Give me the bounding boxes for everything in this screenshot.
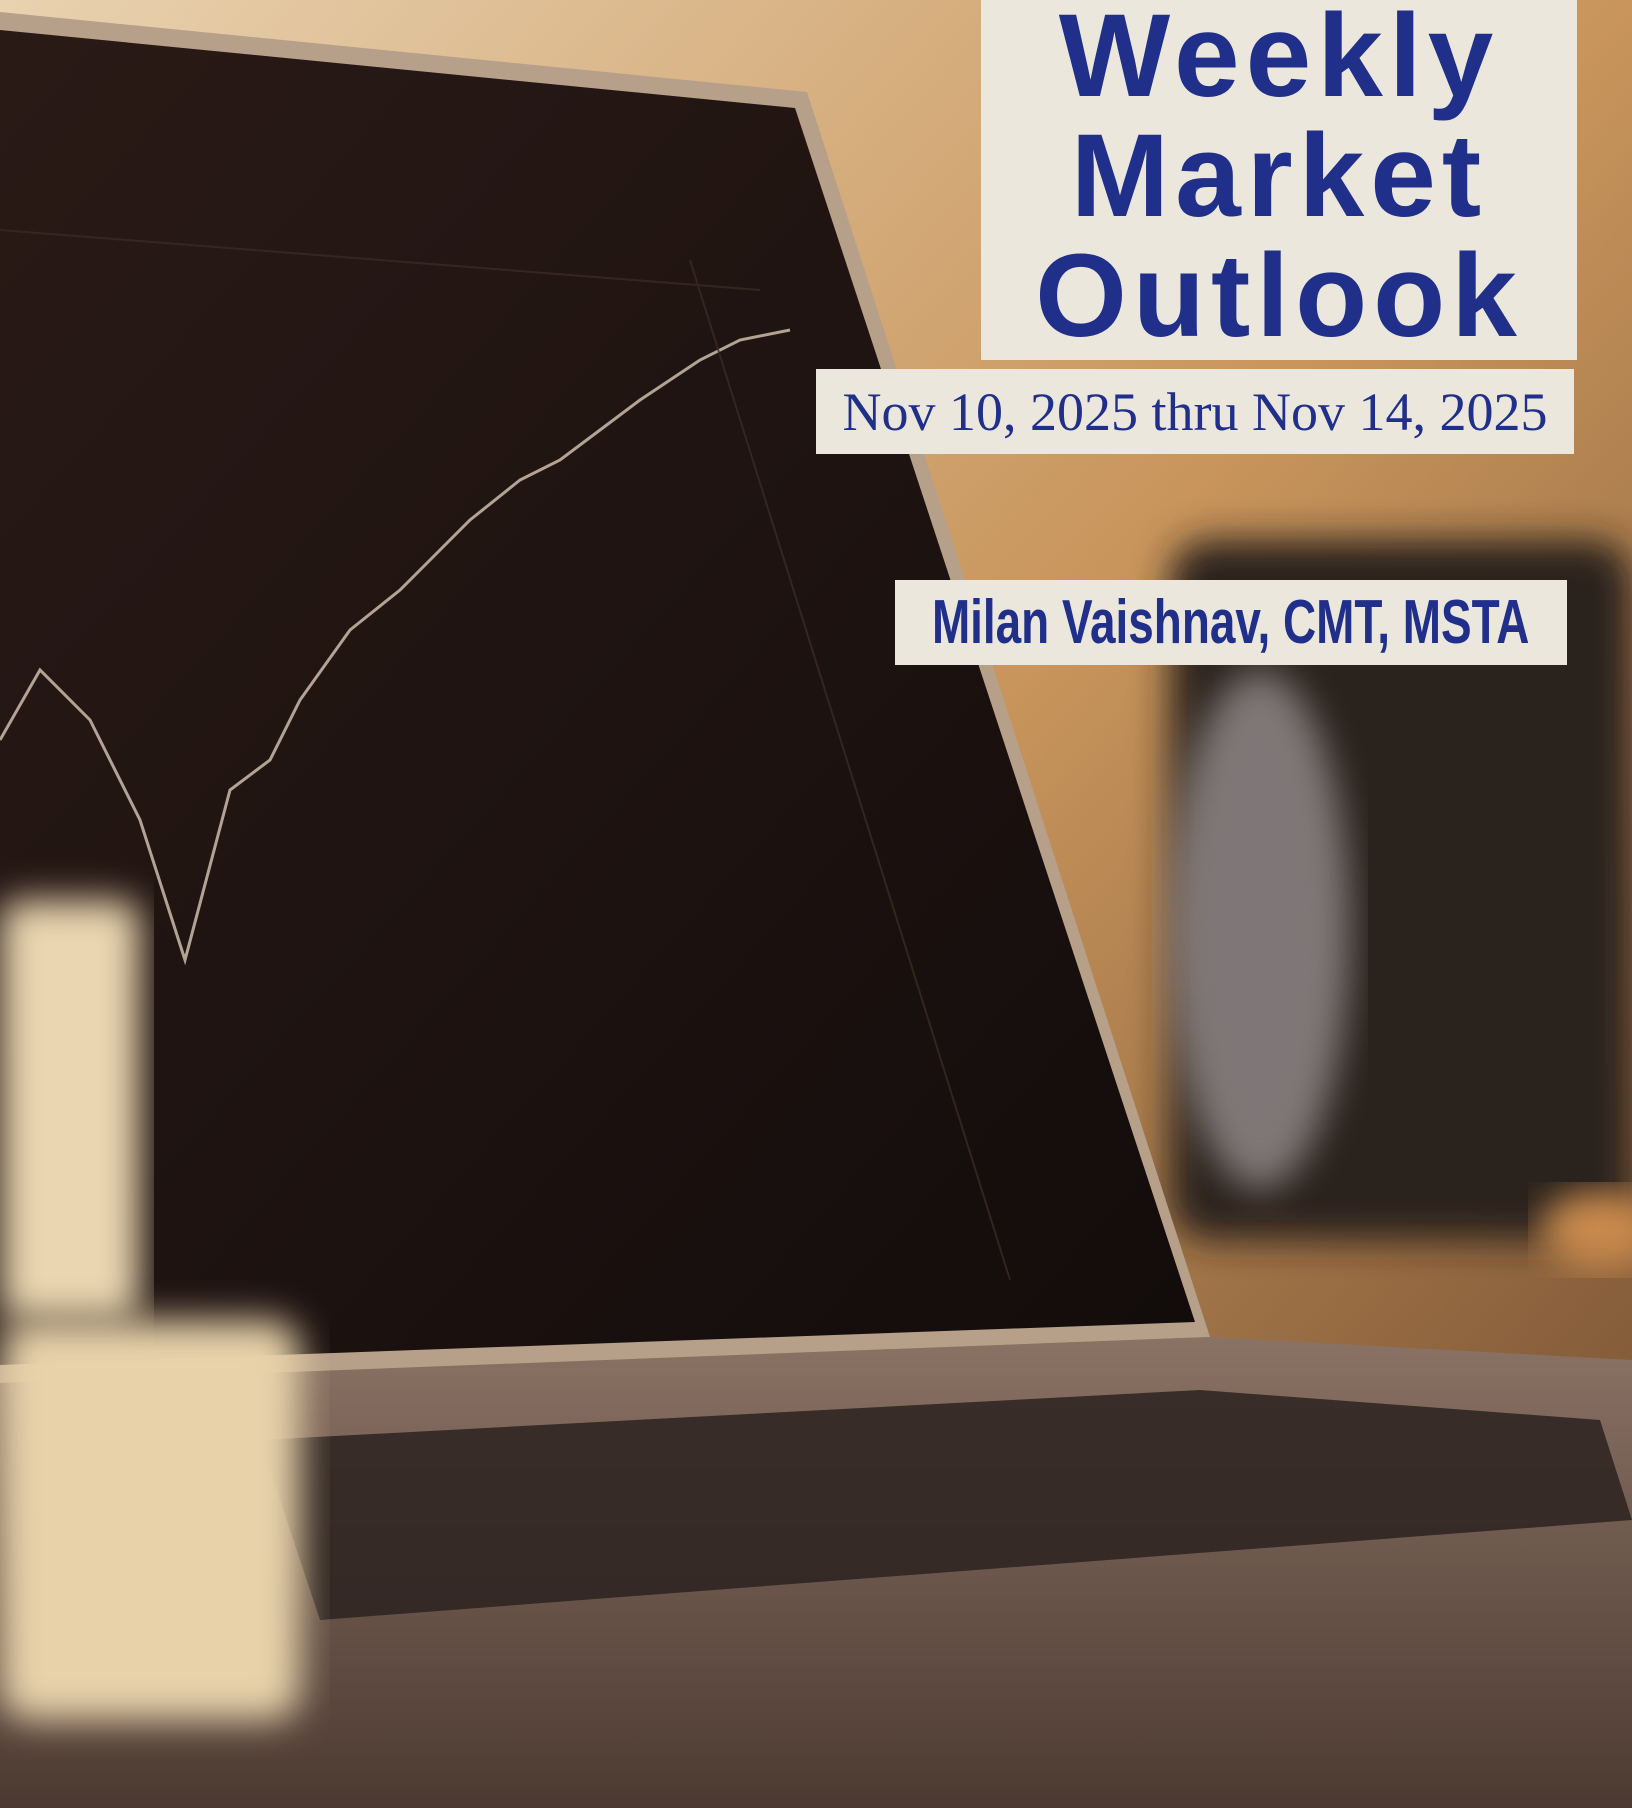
- date-box: Nov 10, 2025 thru Nov 14, 2025: [816, 369, 1574, 454]
- author-box: Milan Vaishnav, CMT, MSTA: [895, 580, 1567, 665]
- title-box: Weekly Market Outlook: [981, 0, 1577, 360]
- date-range: Nov 10, 2025 thru Nov 14, 2025: [842, 381, 1548, 442]
- author: Milan Vaishnav, CMT, MSTA: [932, 588, 1530, 657]
- title: Weekly Market Outlook: [1035, 0, 1523, 360]
